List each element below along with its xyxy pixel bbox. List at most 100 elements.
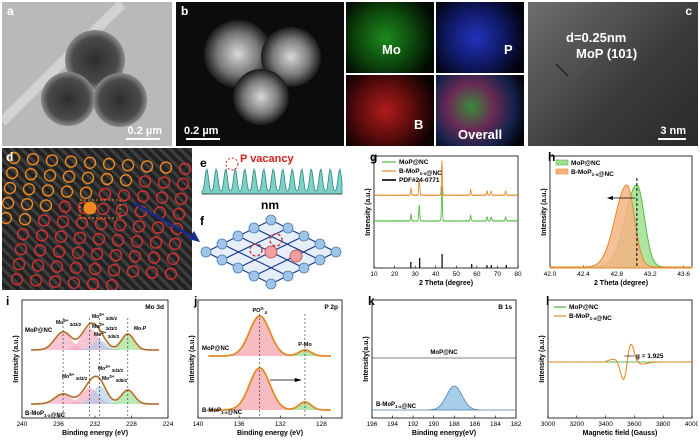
atom-site-21 [22, 183, 36, 196]
atom-site-57 [149, 236, 163, 249]
atom-site-10 [5, 166, 19, 180]
x-tick-label-1: 136 [234, 421, 245, 428]
panel-g-xrd-chart: 10 20 30 40 50 60 70 80 2 Theta (degree) Intensit… [352, 150, 524, 292]
x-axis-label: Binding energy (eV) [62, 430, 128, 437]
x-tick-label-0: 140 [193, 421, 204, 428]
panel-e-label: e [200, 156, 207, 170]
mo-component-0-3 [31, 334, 159, 350]
x-tick-label-7: 80 [514, 271, 522, 278]
atom-site-36 [115, 204, 129, 217]
chart-title: P 2p [324, 304, 338, 311]
panel-f-schematic: f [196, 214, 346, 290]
p-envelope-1 [208, 367, 331, 411]
y-axis-label: Intensity (a.u.) [541, 188, 548, 235]
atom-site-47 [132, 220, 146, 233]
x-tick-label-5: 4000 [685, 421, 698, 428]
atom-site-15 [100, 172, 114, 186]
lattice-schematic-graphic [200, 214, 342, 290]
x-tick-label-2: 42.8 [610, 271, 623, 278]
x-tick-label-4: 188 [449, 421, 460, 428]
panel-j-label: j [194, 294, 198, 308]
panel-g-label: g [370, 150, 378, 164]
panel-c-scale-bar [658, 138, 686, 140]
atom-site-5 [102, 157, 116, 171]
atom-site-3 [64, 155, 78, 168]
ann-1: Mo6+ 3d5/2 [92, 312, 118, 321]
panel-b-haadf-image: b 0.2 µm [176, 2, 344, 146]
x-tick-label-0: 3000 [541, 421, 556, 428]
b1s-peak [372, 385, 516, 411]
g-annotation: g = 1.925 [636, 353, 664, 360]
x-tick-label-2: 232 [90, 421, 101, 428]
intensity-profile-graphic [201, 157, 343, 195]
atom-site-68 [12, 257, 26, 271]
atom-site-51 [35, 229, 49, 242]
atom-site-13 [62, 170, 76, 183]
atom-site-33 [58, 200, 72, 213]
mo-raw-1 [31, 376, 159, 405]
atom-site-81 [86, 277, 100, 290]
mo-component-0-0 [31, 332, 159, 350]
atom-site-31 [20, 198, 34, 211]
panel-f-label: f [200, 214, 204, 228]
mo-component-0-2 [31, 340, 159, 350]
plot-frame [547, 299, 693, 419]
atom-site-54 [92, 232, 106, 246]
x-tick-label-3: 228 [126, 421, 137, 428]
atom-site-80 [67, 276, 81, 290]
map-overall-label: Overall [458, 127, 503, 142]
atom-site-9 [178, 162, 192, 175]
x-axis-label: 2 Theta (degree) [419, 280, 473, 287]
atom-site-75 [145, 266, 159, 279]
atom-site-56 [130, 235, 144, 248]
atom-site-40 [2, 211, 13, 225]
atom-site-4 [83, 156, 97, 170]
atom-site-29 [174, 192, 188, 205]
plot-frame [373, 155, 519, 269]
map-b-label: B [414, 117, 424, 132]
series-label-1: B-MoP1-x@NC [25, 411, 66, 419]
atom-site-30 [2, 196, 15, 210]
x-tick-label-6: 184 [490, 421, 501, 428]
panel-l-epr: 3000 3200 3400 3600 3800 4000 Magnetic field (… [526, 294, 698, 444]
x-tick-label-2: 3400 [598, 421, 613, 428]
selection-box [79, 199, 121, 219]
x-tick-label-1: 194 [387, 421, 398, 428]
atom-site-19 [176, 177, 190, 190]
xps-b1s-svg: 196 194 192 190 188 186 184 182 Binding energy(e… [363, 299, 522, 437]
ann-7: Mo3+ 3d5/2 [102, 374, 128, 383]
atom-site-2 [45, 154, 59, 167]
series-label-1: B-MoP1-x@NC [376, 402, 417, 410]
panel-e-profile: e P vacancy nm [196, 150, 346, 212]
legend-swatch-1 [555, 168, 569, 175]
atom-site-50 [16, 227, 30, 241]
atom-site-44 [75, 216, 89, 230]
atom-site-25 [98, 187, 112, 201]
atom-site-45 [94, 217, 108, 231]
panel-d-atomic-image: d [2, 148, 192, 290]
ann-5: Mo6+ 3d3/2 [62, 372, 88, 381]
panel-c-plane: MoP (101) [576, 46, 638, 61]
ann-4: Mo-P [134, 326, 147, 332]
panel-a-tem-image: a 0.2 µm [2, 2, 172, 146]
atom-site-6 [121, 159, 135, 172]
atom-site-70 [50, 260, 64, 273]
x-tick-label-3: 3600 [627, 421, 642, 428]
atom-site-53 [73, 231, 87, 245]
panel-c-label: c [685, 4, 692, 18]
atom-site-28 [155, 191, 169, 204]
legend-text-0: MoP@NC [571, 160, 601, 167]
hrtem-lattice-graphic [547, 21, 613, 81]
tem-particles-graphic [2, 2, 147, 127]
panel-k-label: k [368, 294, 375, 308]
atom-site-69 [31, 259, 45, 272]
atom-site-55 [111, 233, 125, 247]
x-tick-label-1: 236 [53, 421, 64, 428]
atom-site-48 [151, 221, 165, 234]
panel-i-label: i [6, 294, 10, 308]
ann-0: Mo6+ 3d3/2 [56, 318, 82, 327]
x-tick-label-4: 43.6 [677, 271, 690, 278]
atom-site-39 [172, 207, 186, 221]
x-tick-label-2: 30 [412, 271, 420, 278]
atom-site-66 [147, 251, 161, 264]
